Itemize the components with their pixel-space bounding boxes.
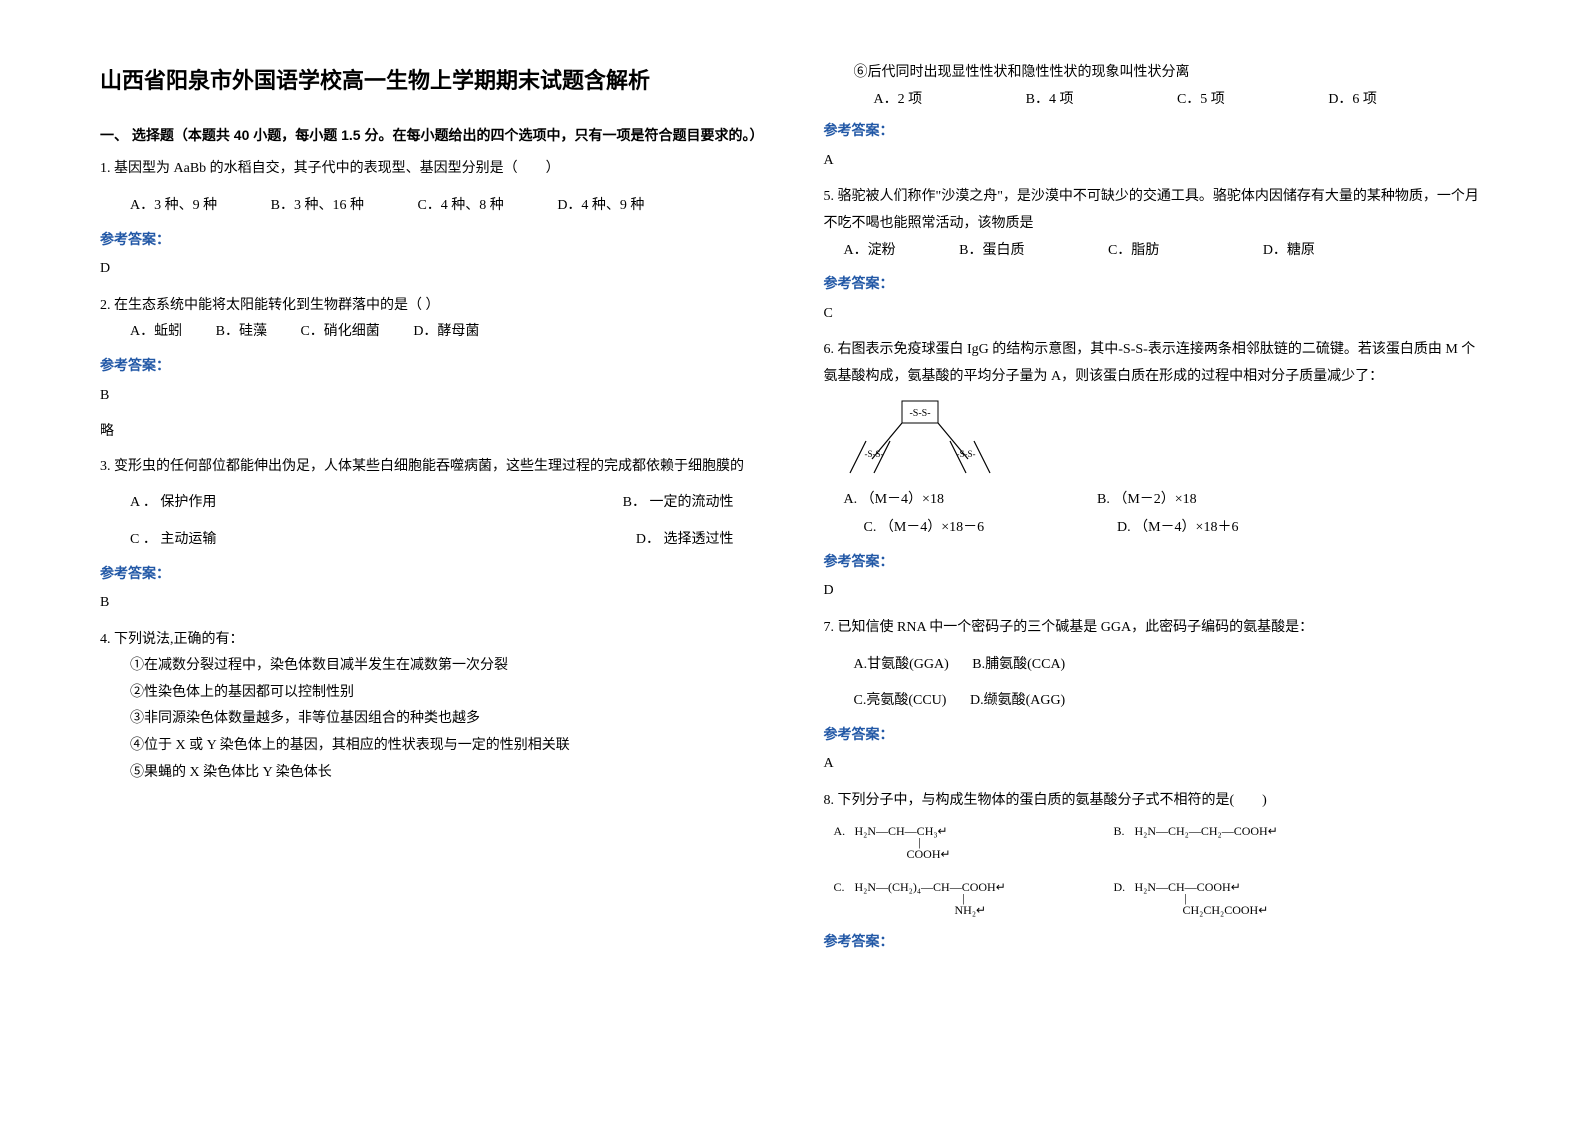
question-7: 7. 已知信使 RNA 中一个密码子的三个碱基是 GGA，此密码子编码的氨基酸是… bbox=[824, 615, 1488, 715]
answer-label: 参考答案： bbox=[824, 928, 1488, 955]
q7-stem: 7. 已知信使 RNA 中一个密码子的三个碱基是 GGA，此密码子编码的氨基酸是… bbox=[824, 615, 1488, 642]
q2-opt-b: B．硅藻 bbox=[216, 319, 267, 346]
q2-answer: B bbox=[100, 383, 764, 410]
q4-s3: ③非同源染色体数量越多，非等位基因组合的种类也越多 bbox=[130, 706, 764, 733]
diagram-label-right: -S-S- bbox=[956, 449, 975, 459]
q8-opt-c: C. H₂N—(CH₂)₄—CH—COOH↵ | NH₂↵ bbox=[834, 876, 1114, 922]
q3-answer: B bbox=[100, 590, 764, 617]
q3-opt-d: D． 选择透过性 bbox=[636, 527, 734, 554]
q3-options: A ． 保护作用 B． 一定的流动性 C ． 主动运输 D． 选择透过性 bbox=[100, 490, 764, 553]
q7-answer: A bbox=[824, 751, 1488, 778]
q1-answer: D bbox=[100, 256, 764, 283]
question-6: 6. 右图表示免疫球蛋白 IgG 的结构示意图，其中-S-S-表示连接两条相邻肽… bbox=[824, 337, 1488, 541]
q6-opt-a: A. （M－4）×18 bbox=[844, 487, 1094, 514]
q3-opt-b: B． 一定的流动性 bbox=[623, 490, 734, 517]
q5-stem: 5. 骆驼被人们称作"沙漠之舟"，是沙漠中不可缺少的交通工具。骆驼体内因储存有大… bbox=[824, 184, 1488, 237]
page-title: 山西省阳泉市外国语学校高一生物上学期期末试题含解析 bbox=[100, 60, 764, 102]
q4-opt-d: D．6 项 bbox=[1328, 87, 1377, 114]
q1-opt-b: B．3 种、16 种 bbox=[271, 193, 364, 220]
question-8: 8. 下列分子中，与构成生物体的蛋白质的氨基酸分子式不相符的是( ) A. H₂… bbox=[824, 788, 1488, 922]
q8-stem: 8. 下列分子中，与构成生物体的蛋白质的氨基酸分子式不相符的是( ) bbox=[824, 788, 1488, 815]
q2-options: A．蚯蚓 B．硅藻 C．硝化细菌 D．酵母菌 bbox=[130, 319, 764, 346]
answer-label: 参考答案： bbox=[100, 560, 764, 587]
q1-options: A．3 种、9 种 B．3 种、16 种 C．4 种、8 种 D．4 种、9 种 bbox=[130, 193, 764, 220]
q7-opt-a: A.甘氨酸(GGA) bbox=[854, 652, 949, 679]
q2-stem: 2. 在生态系统中能将太阳能转化到生物群落中的是（ ） bbox=[100, 293, 764, 320]
q4-stem: 4. 下列说法,正确的有： bbox=[100, 627, 764, 654]
q4-s4: ④位于 X 或 Y 染色体上的基因，其相应的性状表现与一定的性别相关联 bbox=[130, 733, 764, 760]
answer-label: 参考答案： bbox=[824, 721, 1488, 748]
question-5: 5. 骆驼被人们称作"沙漠之舟"，是沙漠中不可缺少的交通工具。骆驼体内因储存有大… bbox=[824, 184, 1488, 264]
q4-opt-b: B．4 项 bbox=[1026, 87, 1074, 114]
diagram-label-top: -S-S- bbox=[909, 408, 930, 419]
igg-diagram: -S-S- -S-S- -S-S- bbox=[844, 399, 1488, 479]
q6-opt-d: D. （M－4）×18＋6 bbox=[1117, 515, 1367, 542]
q3-stem: 3. 变形虫的任何部位都能伸出伪足，人体某些白细胞能吞噬病菌，这些生理过程的完成… bbox=[100, 454, 764, 481]
q5-opt-c: C．脂肪 bbox=[1108, 238, 1159, 265]
q2-opt-a: A．蚯蚓 bbox=[130, 319, 182, 346]
q3-opt-a: A ． 保护作用 bbox=[130, 490, 216, 517]
q1-opt-a: A．3 种、9 种 bbox=[130, 193, 217, 220]
diagram-label-left: -S-S- bbox=[864, 449, 883, 459]
q5-answer: C bbox=[824, 301, 1488, 328]
answer-label: 参考答案： bbox=[824, 270, 1488, 297]
q6-opt-b: B. （M－2）×18 bbox=[1097, 487, 1347, 514]
question-2: 2. 在生态系统中能将太阳能转化到生物群落中的是（ ） A．蚯蚓 B．硅藻 C．… bbox=[100, 293, 764, 346]
q4-answer: A bbox=[824, 148, 1488, 175]
q6-options: A. （M－4）×18 B. （M－2）×18 C. （M－4）×18－6 D.… bbox=[844, 487, 1488, 542]
q4-s2: ②性染色体上的基因都可以控制性别 bbox=[130, 680, 764, 707]
q4-s5: ⑤果蝇的 X 染色体比 Y 染色体长 bbox=[130, 760, 764, 787]
q6-answer: D bbox=[824, 578, 1488, 605]
q2-opt-d: D．酵母菌 bbox=[413, 319, 479, 346]
q8-opt-b: B. H₂N—CH₂—CH₂—COOH↵ bbox=[1114, 820, 1394, 866]
q4-opt-a: A．2 项 bbox=[874, 87, 923, 114]
question-1: 1. 基因型为 AaBb 的水稻自交，其子代中的表现型、基因型分别是（ ） A．… bbox=[100, 156, 764, 219]
section-heading: 一、 选择题（本题共 40 小题，每小题 1.5 分。在每小题给出的四个选项中，… bbox=[100, 122, 764, 149]
answer-label: 参考答案： bbox=[100, 352, 764, 379]
q8-opt-a: A. H₂N—CH—CH₃↵ | COOH↵ bbox=[834, 820, 1114, 866]
q5-opt-d: D．糖原 bbox=[1263, 238, 1315, 265]
q3-opt-c: C ． 主动运输 bbox=[130, 527, 216, 554]
answer-label: 参考答案： bbox=[824, 117, 1488, 144]
answer-label: 参考答案： bbox=[100, 226, 764, 253]
question-3: 3. 变形虫的任何部位都能伸出伪足，人体某些白细胞能吞噬病菌，这些生理过程的完成… bbox=[100, 454, 764, 554]
left-column: 山西省阳泉市外国语学校高一生物上学期期末试题含解析 一、 选择题（本题共 40 … bbox=[100, 60, 764, 1062]
answer-label: 参考答案： bbox=[824, 548, 1488, 575]
q8-options: A. H₂N—CH—CH₃↵ | COOH↵ B. H₂N—CH₂—CH₂—CO… bbox=[834, 820, 1488, 921]
q5-options: A．淀粉 B．蛋白质 C．脂肪 D．糖原 bbox=[844, 238, 1488, 265]
q8-opt-d: D. H₂N—CH—COOH↵ | CH₂CH₂COOH↵ bbox=[1114, 876, 1394, 922]
q4-options: A．2 项 B．4 项 C．5 项 D．6 项 bbox=[874, 87, 1488, 114]
q4-opt-c: C．5 项 bbox=[1177, 87, 1225, 114]
q6-stem: 6. 右图表示免疫球蛋白 IgG 的结构示意图，其中-S-S-表示连接两条相邻肽… bbox=[824, 337, 1488, 390]
question-4: 4. 下列说法,正确的有： ①在减数分裂过程中，染色体数目减半发生在减数第一次分… bbox=[100, 627, 764, 787]
q4-s6: ⑥后代同时出现显性性状和隐性性状的现象叫性状分离 bbox=[854, 60, 1488, 87]
q1-stem: 1. 基因型为 AaBb 的水稻自交，其子代中的表现型、基因型分别是（ ） bbox=[100, 156, 764, 183]
q7-options-row1: A.甘氨酸(GGA) B.脯氨酸(CCA) bbox=[854, 652, 1488, 679]
q4-s1: ①在减数分裂过程中，染色体数目减半发生在减数第一次分裂 bbox=[130, 653, 764, 680]
right-column: ⑥后代同时出现显性性状和隐性性状的现象叫性状分离 A．2 项 B．4 项 C．5… bbox=[824, 60, 1488, 1062]
q1-opt-c: C．4 种、8 种 bbox=[417, 193, 503, 220]
q7-opt-c: C.亮氨酸(CCU) bbox=[854, 688, 947, 715]
q2-explain: 略 bbox=[100, 419, 764, 446]
q2-opt-c: C．硝化细菌 bbox=[300, 319, 379, 346]
q5-opt-a: A．淀粉 bbox=[844, 238, 896, 265]
q7-opt-b: B.脯氨酸(CCA) bbox=[972, 652, 1065, 679]
q6-opt-c: C. （M－4）×18－6 bbox=[864, 515, 1114, 542]
q7-opt-d: D.缬氨酸(AGG) bbox=[970, 688, 1065, 715]
q5-opt-b: B．蛋白质 bbox=[959, 238, 1024, 265]
q1-opt-d: D．4 种、9 种 bbox=[557, 193, 644, 220]
q7-options-row2: C.亮氨酸(CCU) D.缬氨酸(AGG) bbox=[854, 688, 1488, 715]
